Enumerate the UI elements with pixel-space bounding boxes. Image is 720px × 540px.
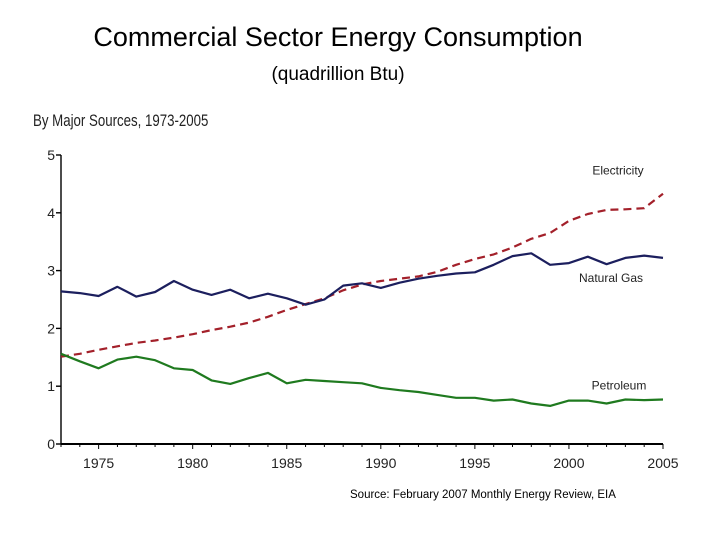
series-label-electricity: Electricity [592,164,643,178]
chart-subtitle: By Major Sources, 1973-2005 [33,111,209,130]
y-tick-label: 3 [47,263,55,279]
axes: 0 1 2 3 4 5 1975 1980 1985 1990 1995 2000 2005 [47,147,679,471]
x-tick-label: 1990 [365,455,396,471]
series-lines [60,192,664,407]
x-tick-label: 1995 [459,455,490,471]
y-tick-label: 0 [47,436,55,452]
slide-units-subtitle: (quadrillion Btu) [271,64,405,85]
x-tick-label: 1975 [83,455,114,471]
series-label-petroleum: Petroleum [592,378,647,392]
x-tick-label: 1985 [271,455,302,471]
y-tick-label: 1 [47,378,55,394]
y-tick-label: 2 [47,320,55,336]
series-line-petroleum [60,352,664,407]
slide-title: Commercial Sector Energy Consumption [93,22,583,52]
series-line-electricity [60,192,664,358]
y-tick-label: 5 [47,147,55,163]
x-tick-label: 2005 [647,455,678,471]
series-labels: Electricity Natural Gas Petroleum [579,164,646,393]
x-tick-label: 2000 [553,455,584,471]
x-tick-label: 1980 [177,455,208,471]
series-line-natural-gas [60,252,664,306]
source-note: Source: February 2007 Monthly Energy Rev… [350,489,616,501]
y-tick-label: 4 [47,205,55,221]
series-label-natural-gas: Natural Gas [579,271,643,285]
